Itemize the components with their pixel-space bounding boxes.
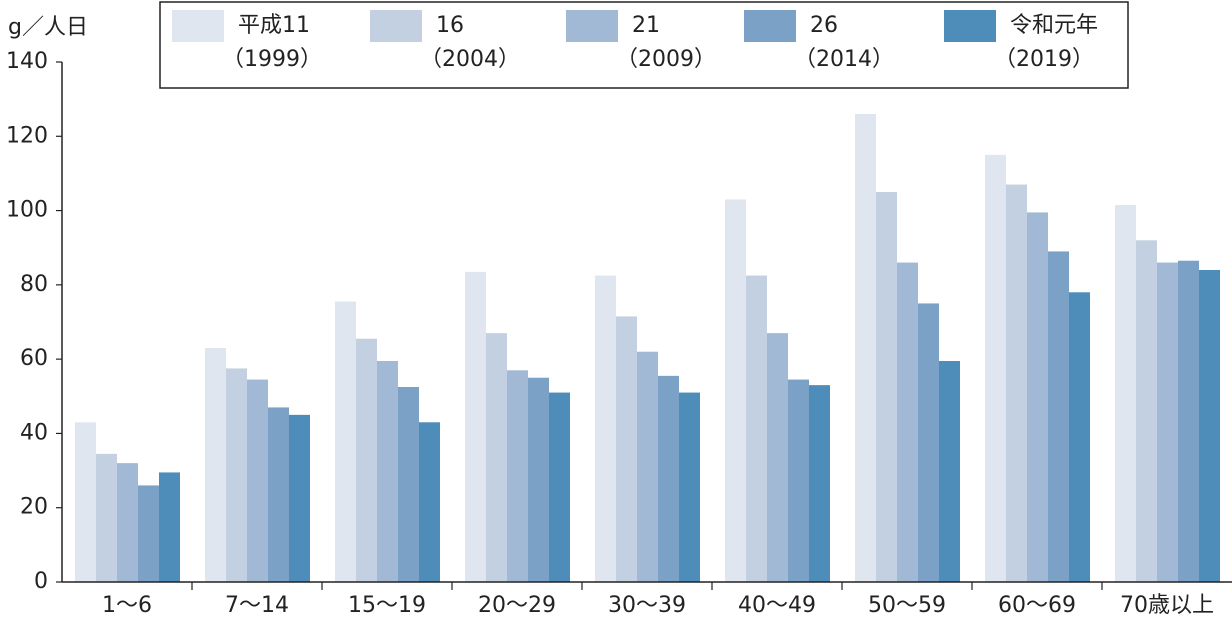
bar [268, 407, 289, 582]
bar [486, 333, 507, 582]
bar [1199, 270, 1220, 582]
bar [75, 422, 96, 582]
legend-swatch [744, 10, 796, 42]
bar [939, 361, 960, 582]
bar [1006, 184, 1027, 583]
bar [419, 422, 440, 582]
legend-entry: 26 （2014） [744, 10, 894, 72]
bar [809, 385, 830, 582]
bar [398, 387, 419, 582]
legend-entry: 平成11 （1999） [172, 10, 322, 72]
y-tick-label: 60 [20, 346, 48, 371]
legend-swatch [370, 10, 422, 42]
bar [637, 351, 658, 582]
bar [377, 361, 398, 582]
bar [1069, 292, 1090, 582]
legend-swatch [566, 10, 618, 42]
bar [247, 379, 268, 582]
bar [767, 333, 788, 582]
x-tick-label: 20～29 [478, 593, 556, 618]
bar [528, 377, 549, 582]
y-tick-label: 0 [34, 569, 48, 594]
legend-entry: 21 （2009） [566, 10, 716, 72]
bar [117, 463, 138, 582]
legend-label: 26 （2014） [794, 13, 894, 72]
y-tick-label: 20 [20, 495, 48, 520]
y-tick-label: 80 [20, 272, 48, 297]
legend-label: 令和元年（2019） [994, 13, 1098, 72]
legend-entry: 令和元年（2019） [944, 10, 1098, 72]
bar [507, 370, 528, 582]
y-tick-label: 40 [20, 420, 48, 445]
x-tick-label: 70歳以上 [1120, 593, 1214, 618]
bar [1157, 262, 1178, 582]
bar [1048, 251, 1069, 582]
x-tick-label: 40～49 [738, 593, 816, 618]
legend-swatch [172, 10, 224, 42]
bar [595, 275, 616, 582]
bar [96, 453, 117, 582]
bar [138, 485, 159, 582]
bar [897, 262, 918, 582]
x-tick-label: 1～6 [102, 593, 152, 618]
x-tick-label: 15～19 [348, 593, 426, 618]
x-tick-label: 30～39 [608, 593, 686, 618]
y-axis-label: g／人日 [8, 15, 88, 40]
bar [549, 392, 570, 582]
bar [289, 414, 310, 582]
legend-box [159, 1, 1129, 89]
y-tick-label: 120 [6, 123, 48, 148]
y-tick-label: 140 [6, 49, 48, 74]
bar [788, 379, 809, 582]
bar [226, 368, 247, 582]
bar [465, 271, 486, 582]
legend-label: 平成11 （1999） [222, 13, 322, 72]
bar [616, 316, 637, 582]
bar [679, 392, 700, 582]
bar [1027, 212, 1048, 582]
bar [855, 114, 876, 582]
x-tick-label: 7～14 [225, 593, 289, 618]
bar [1115, 205, 1136, 582]
bar [1178, 260, 1199, 582]
bar [746, 275, 767, 582]
y-tick-label: 100 [6, 198, 48, 223]
legend-entry: 16 （2004） [370, 10, 520, 72]
x-tick-label: 50～59 [868, 593, 946, 618]
bar [159, 472, 180, 582]
bar [1136, 240, 1157, 583]
bar [918, 303, 939, 582]
bar [658, 375, 679, 582]
legend-swatch [944, 10, 996, 42]
bar [985, 154, 1006, 582]
x-tick-label: 60～69 [998, 593, 1076, 618]
bar [725, 199, 746, 582]
bar [205, 348, 226, 582]
bar [335, 301, 356, 582]
bar [356, 338, 377, 582]
bar [876, 192, 897, 582]
legend-label: 16 （2004） [420, 13, 520, 72]
legend-label: 21 （2009） [616, 13, 716, 72]
